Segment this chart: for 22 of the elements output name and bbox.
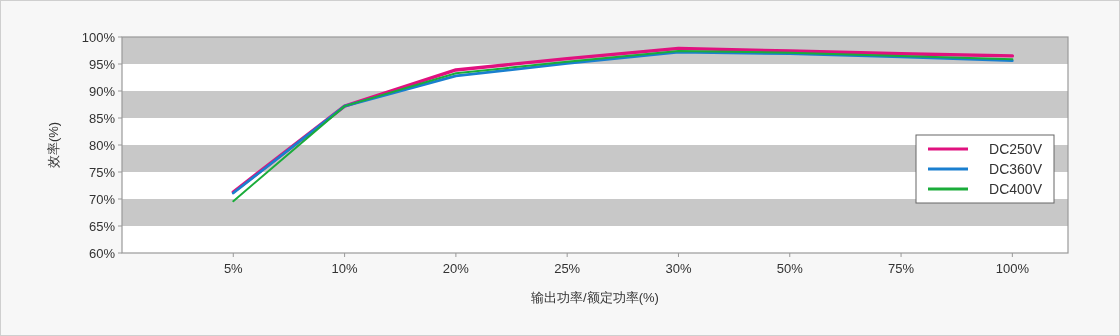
x-tick-label: 30%	[665, 261, 692, 276]
y-tick-label: 75%	[88, 164, 116, 180]
x-tick-label: 5%	[223, 261, 244, 276]
y-axis-title: 效率(%)	[46, 121, 61, 169]
y-tick-label: 100%	[81, 29, 116, 45]
x-tick-label: 50%	[776, 261, 804, 276]
x-tick-label: 10%	[331, 261, 359, 276]
legend-label: DC250V	[989, 140, 1043, 157]
y-tick-label: 85%	[88, 110, 116, 126]
x-tick-label: 25%	[554, 261, 581, 276]
y-tick-label: 90%	[88, 83, 116, 99]
legend-label: DC360V	[989, 160, 1043, 177]
legend-label: DC400V	[989, 180, 1043, 197]
x-axis-title: 输出功率/额定功率(%)	[531, 290, 659, 305]
x-tick-label: 100%	[995, 261, 1030, 276]
x-tick-label: 75%	[888, 261, 915, 276]
y-tick-label: 65%	[88, 218, 116, 234]
y-tick-label: 70%	[88, 191, 116, 207]
y-tick-label: 80%	[88, 137, 116, 153]
y-tick-label: 95%	[88, 56, 116, 72]
x-tick-label: 20%	[442, 261, 470, 276]
y-tick-label: 60%	[88, 245, 116, 261]
